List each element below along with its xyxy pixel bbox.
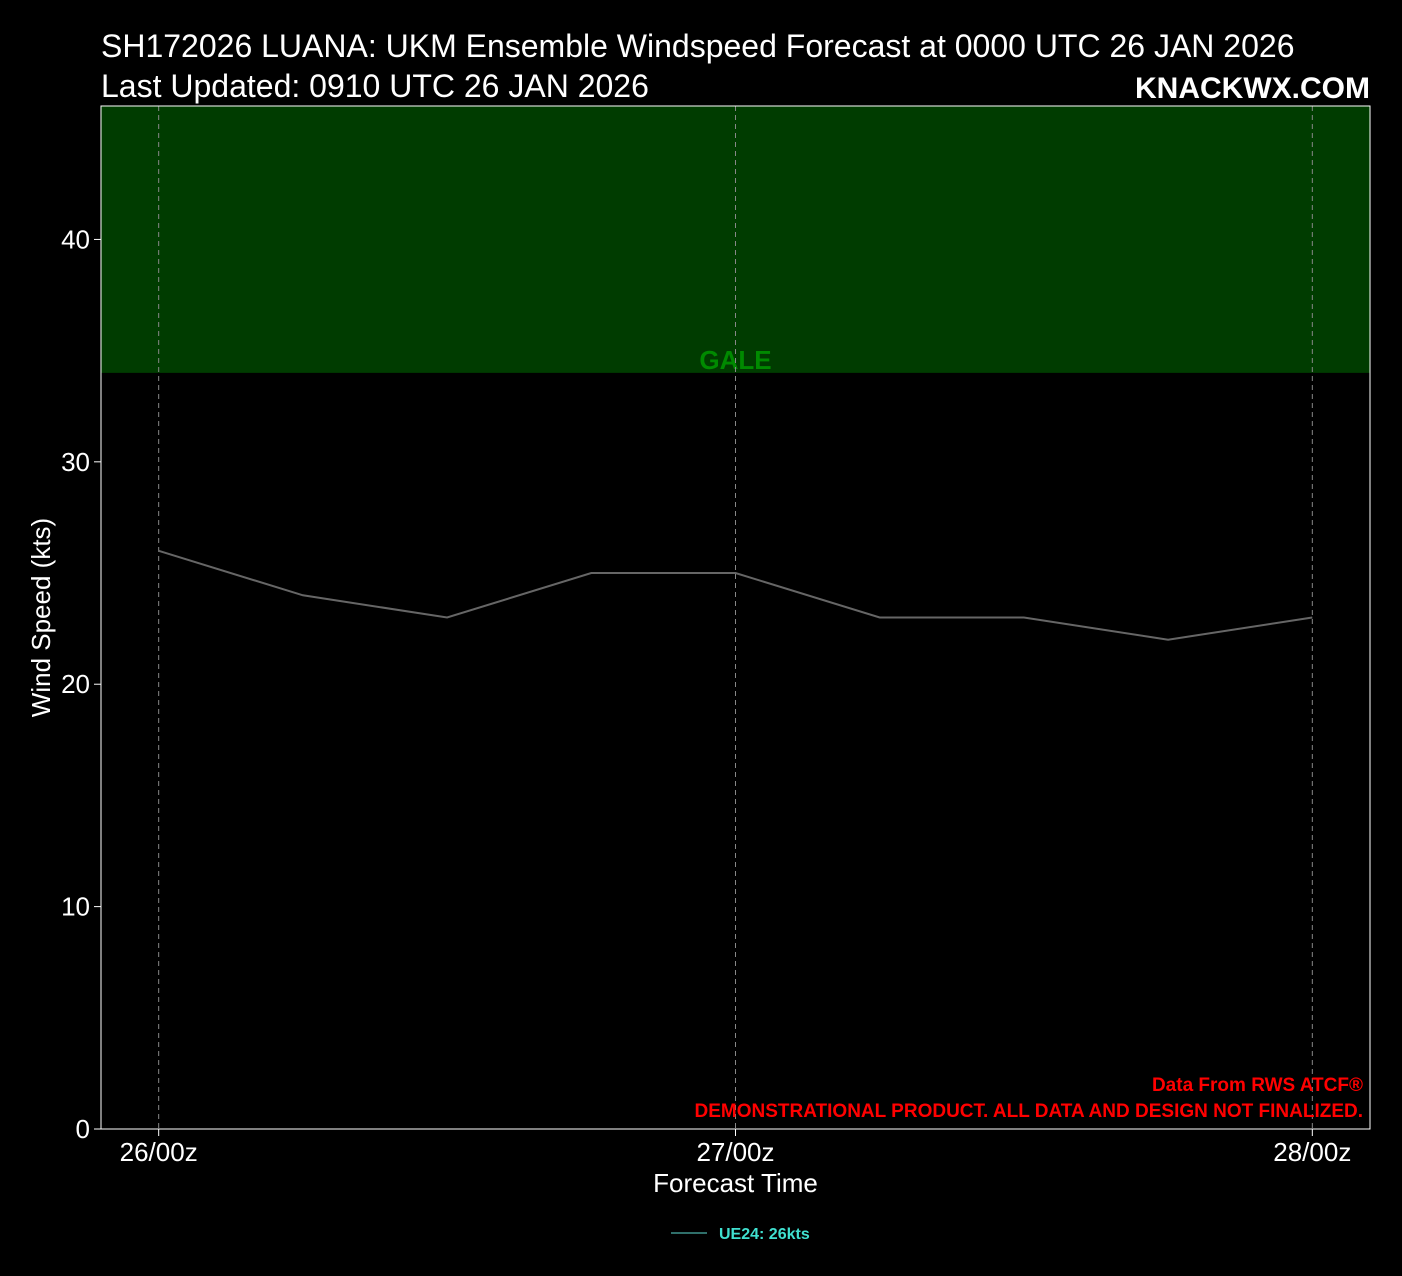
y-tick-label: 40 (61, 224, 90, 254)
y-tick-label: 30 (61, 447, 90, 477)
y-tick-label: 0 (76, 1114, 90, 1144)
x-tick-label: 28/00z (1273, 1137, 1351, 1167)
data-source-note: Data From RWS ATCF® (1152, 1075, 1363, 1096)
x-tick-label: 27/00z (696, 1137, 774, 1167)
chart-title: SH172026 LUANA: UKM Ensemble Windspeed F… (101, 28, 1294, 64)
y-axis-label: Wind Speed (kts) (26, 518, 56, 717)
brand-watermark: KNACKWX.COM (1135, 72, 1370, 105)
series-line-ue24 (158, 549, 1313, 641)
y-tick-label: 10 (61, 892, 90, 922)
legend-label-ue24: UE24: 26kts (719, 1226, 810, 1243)
gale-zone-band (101, 106, 1370, 373)
chart-subtitle-updated: Last Updated: 0910 UTC 26 JAN 2026 (101, 68, 649, 104)
disclaimer-note: DEMONSTRATIONAL PRODUCT. ALL DATA AND DE… (695, 1101, 1364, 1122)
y-tick-label: 20 (61, 669, 90, 699)
x-axis-label: Forecast Time (653, 1168, 818, 1198)
x-tick-label: 26/00z (120, 1137, 198, 1167)
